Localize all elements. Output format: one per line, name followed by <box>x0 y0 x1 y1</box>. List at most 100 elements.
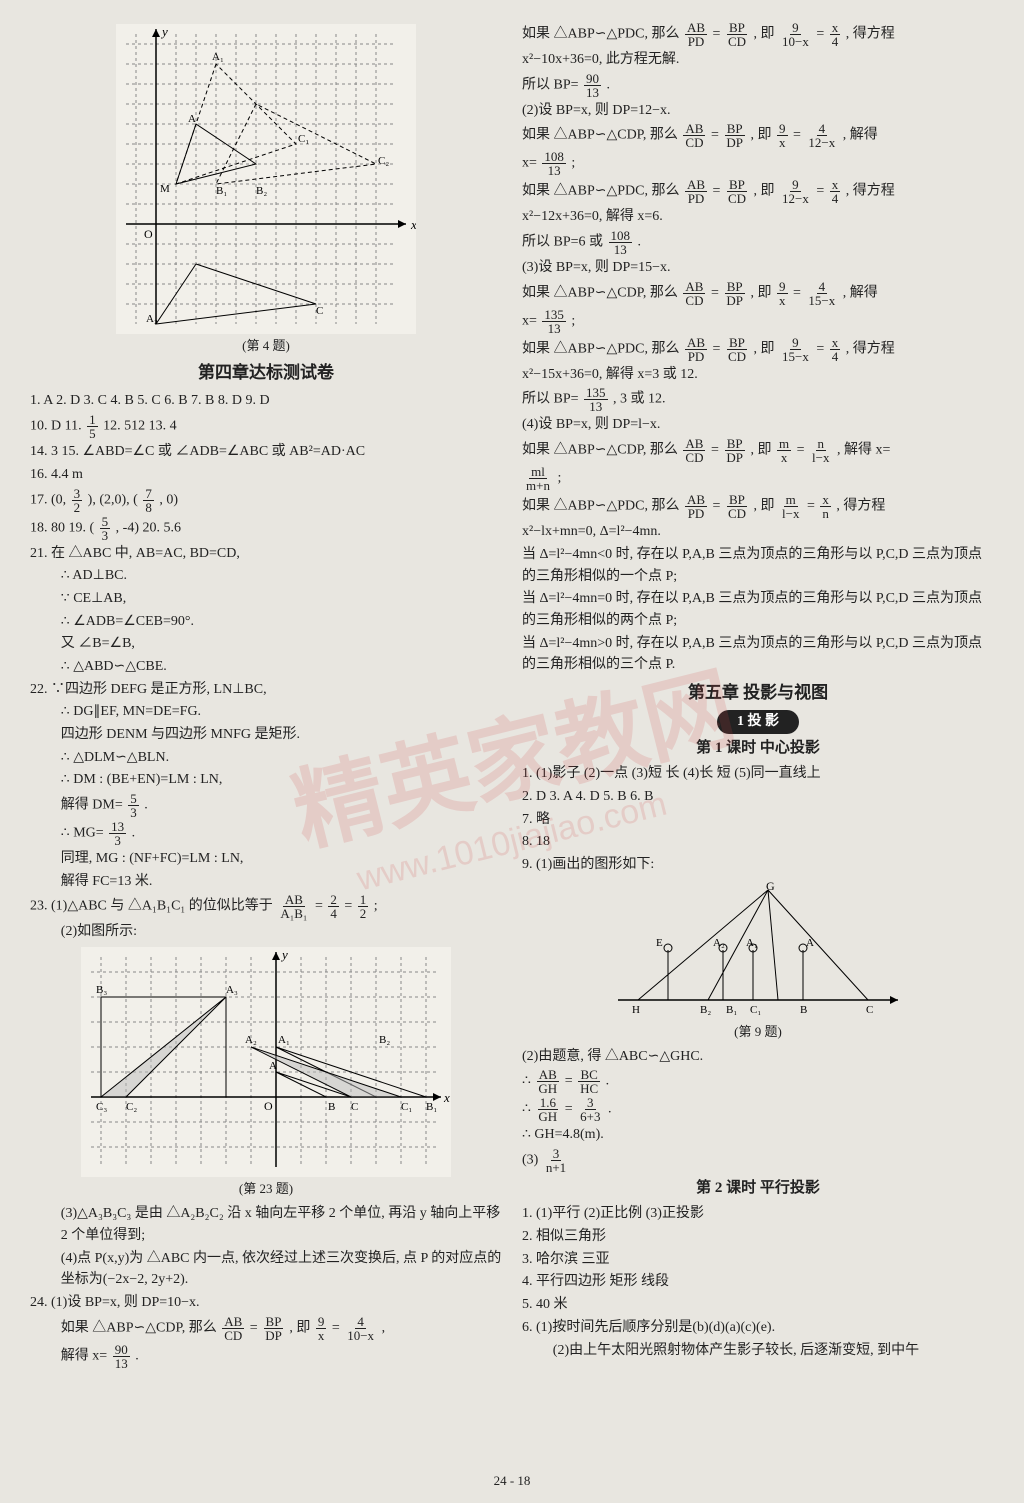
r17: 如果 △ABP∽△CDP, 那么 ABCD = BPDP , 即 mx = nl… <box>522 437 994 464</box>
frac-x-n: xn <box>820 493 831 520</box>
frac-m-x: mx <box>777 437 791 464</box>
r7d: = <box>816 184 827 199</box>
frac-n-lx: nl−x <box>810 437 831 464</box>
figure-9: G E A₂ A₁ A H B₂ B₁ C₁ B C <box>608 880 908 1020</box>
s1q9-4b: = <box>565 1102 576 1117</box>
q21-6: ∴ △ABD∽△CBE. <box>30 656 502 678</box>
s1q9-3a: ∴ <box>522 1074 534 1089</box>
r17f: ; <box>557 471 561 486</box>
q22-7a: ∴ MG= <box>61 826 104 841</box>
svg-text:B₂: B₂ <box>256 185 267 197</box>
q23-3: (3)△A₃B₃C₃ 是由 △A₂B₂C₂ 沿 x 轴向左平移 2 个单位, 再… <box>30 1203 502 1246</box>
svg-text:C: C <box>351 1101 358 1113</box>
svg-text:A₃: A₃ <box>226 984 238 996</box>
s1q9-6a: (3) <box>522 1153 542 1168</box>
q18a: 18. 80 19. ( <box>30 520 94 535</box>
q14-15: 14. 3 15. ∠ABD=∠C 或 ∠ADB=∠ABC 或 AB²=AD·A… <box>30 441 502 463</box>
svg-text:B₂: B₂ <box>379 1034 390 1046</box>
frac-9-10x: 910−x <box>780 21 811 48</box>
r1d: = <box>816 27 827 42</box>
q23-1a: 23. (1)△ABC 与 △A₁B₁C₁ 的位似比等于 <box>30 899 276 914</box>
r2: x²−10x+36=0, 此方程无解. <box>522 49 994 71</box>
q22-6b: . <box>144 798 148 813</box>
frac-bp-cd2: BPCD <box>726 178 748 205</box>
q22-6a: 解得 DM= <box>61 798 123 813</box>
page-columns: grid x y O A₁ A C₁ C₂ M B₁ B₂ C <box>30 20 994 1483</box>
r12b: ; <box>571 313 575 328</box>
frac-3-63: 36+3 <box>578 1096 602 1123</box>
r17d: = <box>797 443 808 458</box>
s2q6b: (2)由上午太阳光照射物体产生影子较长, 后逐渐变短, 到中午 <box>522 1340 994 1362</box>
r21: 当 Δ=l²−4mn<0 时, 存在以 P,A,B 三点为顶点的三角形与以 P,… <box>522 544 994 587</box>
frac-4-12x: 412−x <box>806 122 837 149</box>
figure-23: x y O B₃ A₃ A₂ A₁ B₂ C₃ C₂ A B C C₁ B₁ <box>81 947 451 1177</box>
frac-bp-dp: BPDP <box>263 1315 284 1342</box>
frac-108-13: 10813 <box>542 150 566 177</box>
q10-13b: 12. 512 13. 4 <box>103 419 177 434</box>
r6: x= 10813 ; <box>522 150 994 177</box>
frac-ab-pd: ABPD <box>685 21 707 48</box>
r9a: 所以 BP=6 或 <box>522 235 607 250</box>
svg-text:B₁: B₁ <box>216 185 227 197</box>
q22-8: 同理, MG : (NF+FC)=LM : LN, <box>30 848 502 870</box>
answers-1-9: 1. A 2. D 3. C 4. B 5. C 6. B 7. B 8. D … <box>30 390 502 412</box>
frac-ab-pd2: ABPD <box>685 178 707 205</box>
q24-3b: . <box>135 1348 139 1363</box>
frac-9-x2: 9x <box>777 122 788 149</box>
svg-text:A₁: A₁ <box>278 1034 290 1046</box>
q24-3: 解得 x= 9013 . <box>30 1343 502 1370</box>
s1q9: 9. (1)画出的图形如下: <box>522 854 994 876</box>
frac-3-2: 32 <box>72 487 83 514</box>
svg-text:B₂: B₂ <box>700 1004 711 1016</box>
svg-text:G: G <box>766 880 775 893</box>
r7e: , 得方程 <box>846 184 895 199</box>
frac-9-15x: 915−x <box>780 336 811 363</box>
frac-90-13: 9013 <box>113 1343 130 1370</box>
left-column: grid x y O A₁ A C₁ C₂ M B₁ B₂ C <box>30 20 502 1483</box>
r11c: , 即 <box>751 285 776 300</box>
q22-9: 解得 FC=13 米. <box>30 871 502 893</box>
q10-13a: 10. D 11. <box>30 419 85 434</box>
r15b: , 3 或 12. <box>613 392 666 407</box>
chapter-4-title: 第四章达标测试卷 <box>30 360 502 386</box>
frac-135-13: 13513 <box>542 308 566 335</box>
svg-text:A₂: A₂ <box>245 1034 257 1046</box>
frac-ab-gh: ABGH <box>536 1068 559 1095</box>
frac-ab-a1b1: ABA₁B₁ <box>278 893 309 920</box>
q17c: , 0) <box>159 492 178 507</box>
svg-text:x: x <box>443 1090 450 1105</box>
s1q9-3b: = <box>565 1074 576 1089</box>
svg-text:C: C <box>866 1004 873 1016</box>
q24-2d: = <box>332 1320 343 1335</box>
s1q9-3c: . <box>606 1074 610 1089</box>
figure-9-caption: (第 9 题) <box>522 1022 994 1042</box>
figure-4: grid x y O A₁ A C₁ C₂ M B₁ B₂ C <box>116 24 416 334</box>
svg-text:x: x <box>410 217 416 232</box>
frac-4-15x: 415−x <box>806 280 837 307</box>
r17c: , 即 <box>751 443 776 458</box>
frac-ab-pd4: ABPD <box>685 493 707 520</box>
r11e: , 解得 <box>843 285 878 300</box>
svg-text:C₁: C₁ <box>750 1004 761 1016</box>
q23-1: 23. (1)△ABC 与 △A₁B₁C₁ 的位似比等于 ABA₁B₁ = 24… <box>30 893 502 920</box>
svg-text:B₃: B₃ <box>96 984 107 996</box>
svg-text:C₂: C₂ <box>378 155 389 167</box>
lesson-1-title: 第 1 课时 中心投影 <box>522 737 994 760</box>
s1q9-4: ∴ 1.6GH = 36+3 . <box>522 1096 994 1123</box>
svg-text:C: C <box>316 305 323 317</box>
page-number: 24 - 18 <box>0 1473 1024 1489</box>
q21-1: 21. 在 △ABC 中, AB=AC, BD=CD, <box>30 543 502 565</box>
r15: 所以 BP= 13513 , 3 或 12. <box>522 386 994 413</box>
r9: 所以 BP=6 或 10813 . <box>522 229 994 256</box>
r16: (4)设 BP=x, 则 DP=l−x. <box>522 414 994 436</box>
r3: 所以 BP= 9013 . <box>522 72 994 99</box>
frac-ab-cd2: ABCD <box>683 122 705 149</box>
q17a: 17. (0, <box>30 492 70 507</box>
s1q9-2: (2)由题意, 得 △ABC∽△GHC. <box>522 1046 994 1068</box>
svg-text:B: B <box>800 1004 807 1016</box>
svg-text:A₂: A₂ <box>713 937 725 949</box>
q22-5: ∴ DM : (BE+EN)=LM : LN, <box>30 769 502 791</box>
frac-ab-cd3: ABCD <box>683 280 705 307</box>
frac-ml-mn: mlm+n <box>524 465 552 492</box>
q24-2a: 如果 △ABP∽△CDP, 那么 <box>61 1320 220 1335</box>
